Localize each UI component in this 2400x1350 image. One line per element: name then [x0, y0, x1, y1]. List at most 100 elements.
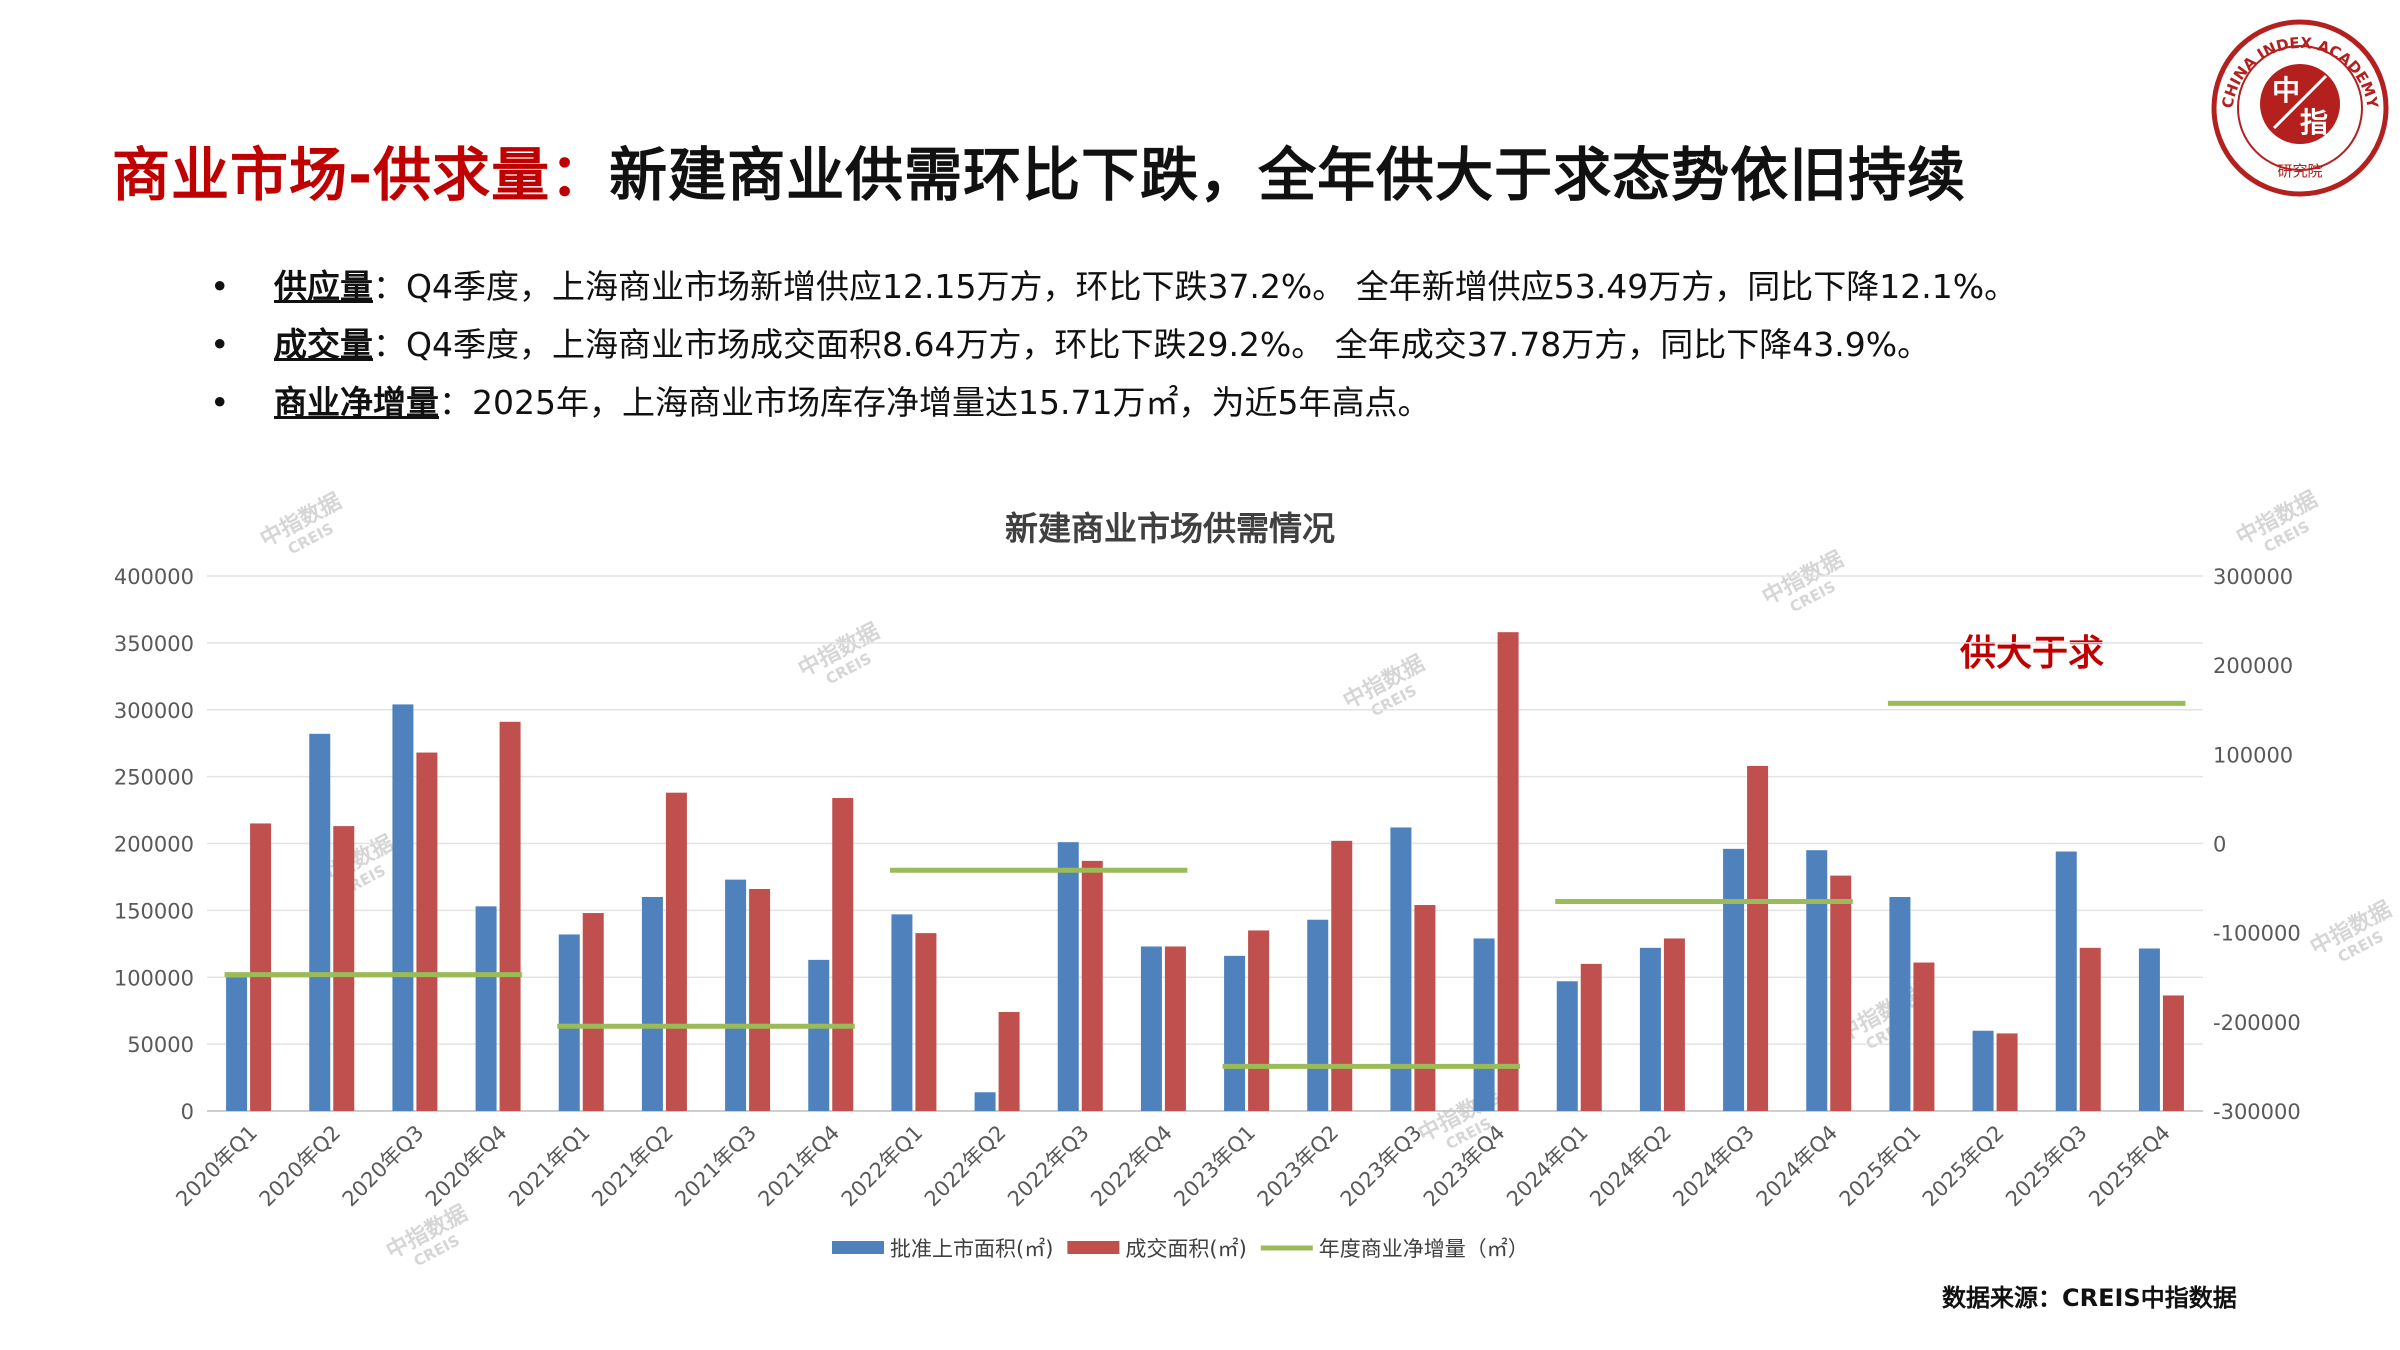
x-tick-label: 2023年Q3 [1336, 1121, 1427, 1212]
bar-deal [582, 913, 604, 1111]
bullet-text: ：Q4季度，上海商业市场新增供应12.15万方，环比下跌37.2%。 全年新增供… [373, 267, 2018, 306]
x-tick-label: 2020年Q4 [421, 1121, 512, 1212]
data-source: 数据来源：CREIS中指数据 [1942, 1284, 2237, 1312]
x-tick-label: 2022年Q2 [920, 1121, 1011, 1212]
x-tick-label: 2025年Q4 [2084, 1121, 2175, 1212]
bar-supply [725, 879, 747, 1111]
y-tick-label: 150000 [114, 899, 194, 923]
page-title-prefix: 商业市场-供求量： [112, 141, 610, 209]
bar-supply [1639, 947, 1661, 1111]
bar-deal [832, 798, 854, 1111]
x-tick-label: 2022年Q3 [1003, 1121, 1094, 1212]
bar-supply [475, 906, 497, 1111]
legend-label: 批准上市面积(㎡) [890, 1237, 1053, 1261]
x-tick-label: 2024年Q3 [1668, 1121, 1759, 1212]
y-tick-label: 0 [181, 1100, 194, 1124]
legend-label: 成交面积(㎡) [1125, 1237, 1246, 1261]
x-tick-label: 2021年Q2 [587, 1121, 678, 1212]
bar-supply [641, 897, 663, 1111]
bar-deal [1248, 930, 1270, 1111]
y-tick-label: 250000 [114, 766, 194, 790]
summary-bullets: • 供应量：Q4季度，上海商业市场新增供应12.15万方，环比下跌37.2%。 全… [210, 258, 2017, 432]
bar-deal [915, 933, 937, 1111]
bar-deal [1913, 962, 1935, 1111]
bar-supply [974, 1092, 996, 1111]
chart-annotation: 供大于求 [1960, 633, 2104, 674]
x-tick-label: 2021年Q1 [504, 1121, 595, 1212]
bar-supply [392, 704, 414, 1111]
bar-deal [1996, 1033, 2018, 1111]
y2-tick-label: 300000 [2213, 565, 2293, 589]
bullet-key: 成交量 [274, 325, 373, 364]
bar-supply [808, 959, 830, 1111]
bar-deal [333, 826, 355, 1111]
bar-deal [998, 1012, 1020, 1111]
bar-supply [1972, 1030, 1994, 1111]
bar-supply [309, 733, 331, 1111]
y2-tick-label: 100000 [2213, 743, 2293, 767]
bar-deal [1663, 938, 1685, 1111]
bar-supply [226, 977, 248, 1111]
y2-tick-label: 0 [2213, 833, 2226, 857]
bar-deal [665, 792, 687, 1111]
bar-deal [749, 888, 771, 1111]
bar-deal [1747, 765, 1769, 1111]
logo-bottom-text: 研究院 [2277, 162, 2322, 180]
y-tick-label: 50000 [127, 1033, 194, 1057]
x-tick-label: 2022年Q1 [837, 1121, 928, 1212]
bar-deal [1414, 905, 1436, 1111]
y2-tick-label: -300000 [2213, 1100, 2301, 1124]
bar-supply [558, 934, 580, 1111]
x-tick-label: 2021年Q4 [754, 1121, 845, 1212]
bar-supply [2138, 948, 2160, 1111]
logo-center-bottom: 指 [2300, 106, 2328, 139]
bar-deal [1580, 963, 1602, 1111]
legend-swatch [1067, 1241, 1120, 1254]
bullet-supply: • 供应量：Q4季度，上海商业市场新增供应12.15万方，环比下跌37.2%。 全… [210, 258, 2017, 316]
bar-supply [1723, 848, 1745, 1111]
page-title: 商业市场-供求量：新建商业供需环比下跌，全年供大于求态势依旧持续 [112, 128, 1966, 212]
bar-deal [416, 752, 438, 1111]
bar-deal [1081, 860, 1103, 1111]
chart-title: 新建商业市场供需情况 [1005, 509, 1335, 548]
bullet-net: • 商业净增量：2025年，上海商业市场库存净增量达15.71万㎡，为近5年高点。 [210, 374, 2017, 432]
bar-supply [1889, 897, 1911, 1111]
bar-supply [1806, 850, 1828, 1111]
y-tick-label: 100000 [114, 966, 194, 990]
y-tick-label: 400000 [114, 565, 194, 589]
x-tick-label: 2025年Q2 [1918, 1121, 2009, 1212]
x-tick-label: 2020年Q1 [171, 1121, 262, 1212]
x-tick-label: 2024年Q1 [1502, 1121, 1593, 1212]
bullet-text: ：Q4季度，上海商业市场成交面积8.64万方，环比下跌29.2%。 全年成交37… [373, 325, 1931, 364]
x-tick-label: 2023年Q4 [1419, 1121, 1510, 1212]
y-tick-label: 300000 [114, 699, 194, 723]
y-tick-label: 200000 [114, 833, 194, 857]
bullet-key: 供应量 [274, 267, 373, 306]
x-tick-label: 2020年Q3 [338, 1121, 429, 1212]
bar-supply [1556, 981, 1578, 1111]
bullet-marker: • [210, 267, 230, 306]
bar-supply [1140, 946, 1162, 1111]
bar-deal [1497, 632, 1519, 1111]
bar-supply [1473, 938, 1495, 1111]
y2-tick-label: -200000 [2213, 1011, 2301, 1035]
x-tick-label: 2021年Q3 [670, 1121, 761, 1212]
bar-deal [250, 823, 272, 1111]
bar-supply [1224, 955, 1246, 1111]
bar-deal [499, 721, 521, 1111]
bar-deal [2079, 947, 2101, 1111]
chart-legend: 批准上市面积(㎡) 成交面积(㎡) 年度商业净增量（㎡） [832, 1237, 1529, 1261]
x-tick-label: 2023年Q1 [1169, 1121, 1260, 1212]
legend-label: 年度商业净增量（㎡） [1319, 1237, 1529, 1261]
bullet-key: 商业净增量 [274, 383, 439, 422]
china-index-academy-logo: CHINA INDEX ACADEMY 中 指 研究院 [2211, 19, 2389, 197]
bullet-marker: • [210, 325, 230, 364]
legend-swatch [832, 1241, 884, 1254]
bar-supply [1390, 827, 1412, 1111]
bullet-deal: • 成交量：Q4季度，上海商业市场成交面积8.64万方，环比下跌29.2%。 全年… [210, 316, 2017, 374]
y-tick-label: 350000 [114, 632, 194, 656]
y2-tick-label: 200000 [2213, 654, 2293, 678]
bar-deal [1830, 875, 1852, 1111]
bar-deal [1331, 840, 1353, 1111]
